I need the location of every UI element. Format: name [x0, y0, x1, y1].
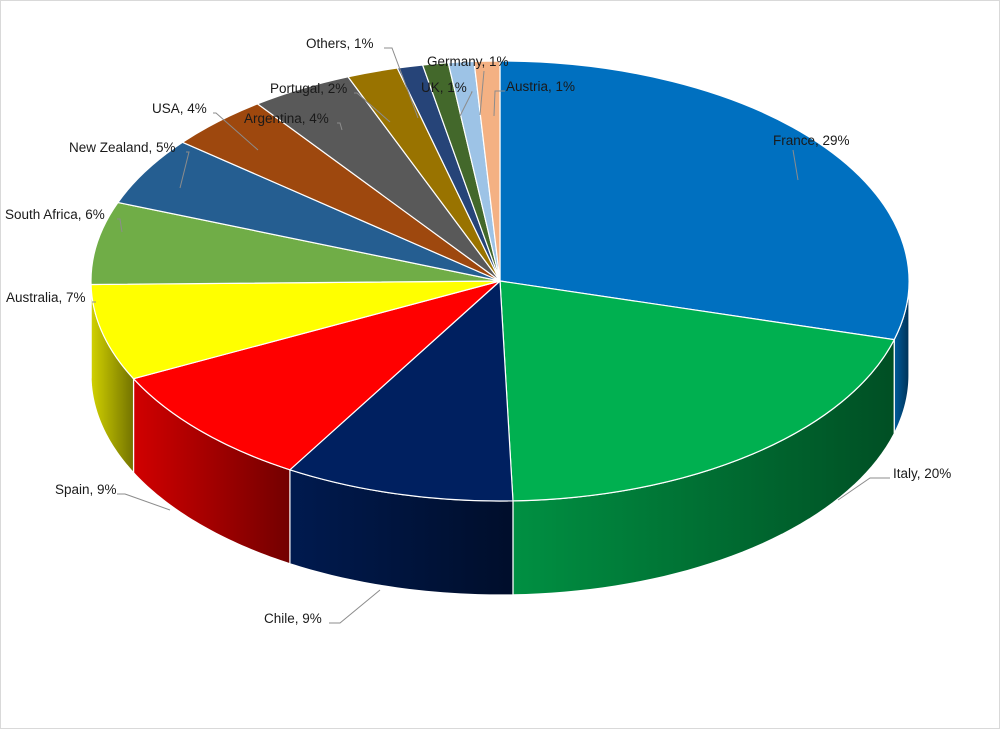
- data-label-australia: Australia, 7%: [6, 290, 86, 305]
- pie-tops: [90, 60, 910, 502]
- data-label-italy: Italy, 20%: [893, 466, 951, 481]
- leader-south-africa: [117, 218, 123, 233]
- data-label-argentina: Argentina, 4%: [244, 111, 329, 126]
- data-label-others: Others, 1%: [306, 36, 374, 51]
- data-label-new-zealand: New Zealand, 5%: [69, 140, 176, 155]
- data-label-germany: Germany, 1%: [427, 54, 509, 69]
- leader-new-zealand: [179, 151, 190, 189]
- leader-portugal: [354, 92, 391, 123]
- slice-italy: [499, 280, 896, 502]
- leader-spain: [117, 493, 171, 511]
- leader-chile: [329, 589, 381, 624]
- data-labels: France, 29% Italy, 20% Chile, 9% Spain, 9% A…: [5, 36, 951, 626]
- leader-italy: [837, 477, 890, 501]
- label-leaders: [92, 47, 890, 624]
- pie-sides: [90, 280, 910, 596]
- slice-austria: [473, 60, 501, 282]
- data-label-spain: Spain, 9%: [55, 482, 117, 497]
- data-label-chile: Chile, 9%: [264, 611, 322, 626]
- data-label-usa: USA, 4%: [152, 101, 207, 116]
- leader-france: [792, 149, 799, 181]
- slice-south-africa: [90, 201, 501, 286]
- leader-austria: [493, 90, 505, 117]
- leader-uk: [459, 91, 473, 117]
- slice-chile: [288, 279, 514, 502]
- data-label-south-africa: South Africa, 6%: [5, 207, 105, 222]
- data-label-austria: Austria, 1%: [506, 79, 575, 94]
- data-label-portugal: Portugal, 2%: [270, 81, 347, 96]
- leader-argentina: [337, 122, 343, 131]
- leader-others: [384, 47, 419, 119]
- leader-germany: [479, 70, 485, 116]
- data-label-france: France, 29%: [773, 133, 850, 148]
- slice-australia: [90, 280, 501, 380]
- data-label-uk: UK, 1%: [421, 80, 467, 95]
- leader-usa: [213, 112, 259, 151]
- slice-france: [499, 60, 910, 341]
- slice-spain: [132, 280, 501, 471]
